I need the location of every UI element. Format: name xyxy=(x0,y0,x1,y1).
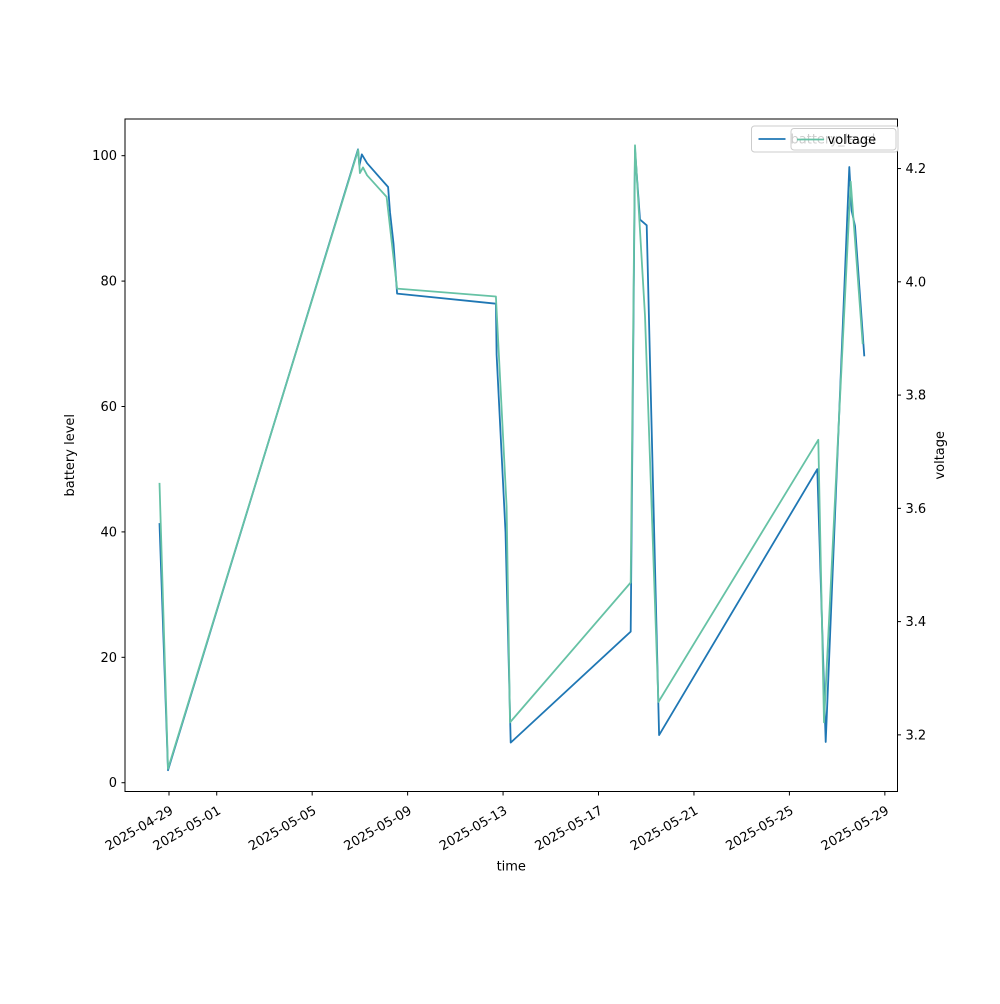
y-axis-label-left: battery level xyxy=(63,414,78,497)
series-line-voltage xyxy=(158,144,864,770)
y-tick-label-right: 3.8 xyxy=(906,389,927,404)
x-tick-label: 2025-05-09 xyxy=(342,803,415,854)
y-tick-label-right: 4.2 xyxy=(906,162,927,177)
y-tick-label-left: 0 xyxy=(109,776,117,791)
x-tick-label: 2025-05-17 xyxy=(533,803,606,854)
y-axis-label-right: voltage xyxy=(933,431,948,480)
x-tick-label: 2025-05-05 xyxy=(246,803,319,854)
y-tick-label-left: 100 xyxy=(92,149,117,164)
y-tick-label-right: 4.0 xyxy=(906,275,927,290)
y-tick-label-left: 60 xyxy=(100,400,117,415)
series-line-battery_level xyxy=(158,148,866,772)
x-axis-label: time xyxy=(497,860,526,875)
y-tick-label-right: 3.2 xyxy=(906,728,927,743)
x-tick-label: 2025-05-21 xyxy=(628,803,701,854)
legend-box-voltage xyxy=(790,128,897,151)
legend-label-voltage: voltage xyxy=(828,133,877,148)
axes-frame xyxy=(124,118,898,792)
x-tick-label: 2025-05-29 xyxy=(819,803,892,854)
x-tick-label: 2025-05-13 xyxy=(437,803,510,854)
y-tick-label-left: 80 xyxy=(100,275,117,290)
y-tick-label-left: 40 xyxy=(100,525,117,540)
y-tick-label-right: 3.6 xyxy=(906,502,927,517)
x-tick-label: 2025-05-25 xyxy=(723,803,796,854)
y-tick-label-right: 3.4 xyxy=(906,615,927,630)
y-tick-label-left: 20 xyxy=(100,651,117,666)
